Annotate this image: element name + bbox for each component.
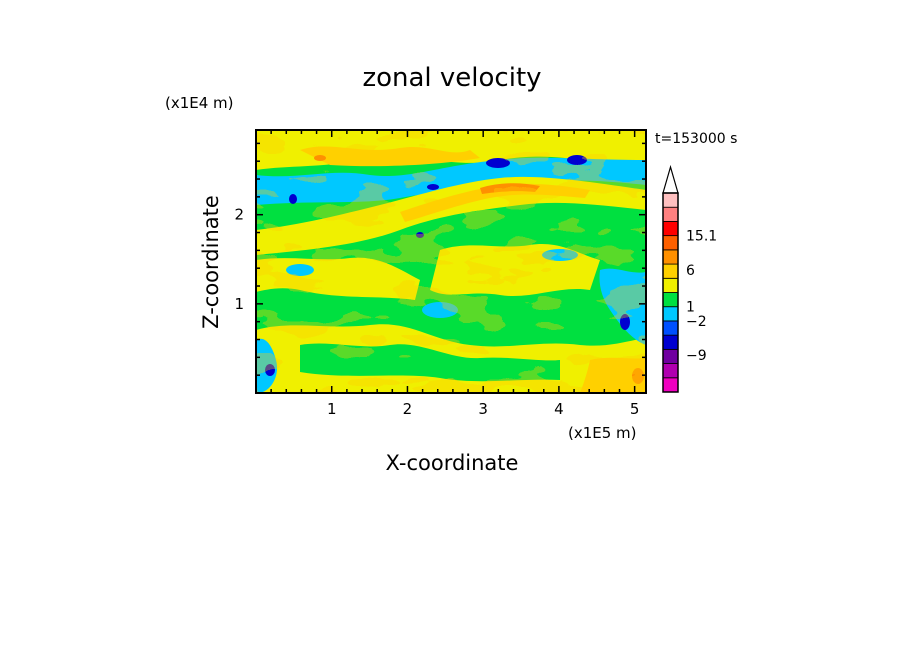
colorbar-label: 1 [686, 300, 695, 316]
colorbar-swatch [662, 277, 679, 293]
colorbar-frame [662, 192, 679, 393]
colorbar-swatch [662, 206, 679, 222]
x-axis: 1 2 3 4 5 [270, 130, 640, 418]
x-tick-label: 2 [403, 400, 413, 418]
colorbar-label: 15.1 [686, 229, 717, 245]
plot-frame [255, 129, 647, 394]
colorbar-label: −9 [686, 348, 707, 364]
colorbar-label: −2 [686, 314, 707, 330]
colorbar-swatch [662, 334, 679, 350]
colorbar: 15.1 6 1−2 −9 [662, 164, 717, 393]
colorbar-swatch [662, 221, 679, 237]
chart-title: zonal velocity [362, 63, 541, 93]
heatmap-field [256, 130, 646, 393]
colorbar-swatch [662, 263, 679, 279]
x-tick-label: 1 [327, 400, 337, 418]
y-tick-label: 2 [234, 206, 244, 224]
colorbar-swatch [662, 320, 679, 336]
y-tick-label: 1 [234, 295, 244, 313]
y-axis: 12 [234, 142, 646, 376]
colorbar-arrow [662, 164, 679, 194]
x-axis-label: X-coordinate [386, 451, 519, 475]
y-unit-label: (x1E4 m) [165, 94, 234, 112]
x-tick-label: 4 [554, 400, 564, 418]
colorbar-swatch [662, 249, 679, 265]
x-tick-label: 5 [630, 400, 640, 418]
colorbar-swatch [662, 363, 679, 379]
y-axis-label: Z-coordinate [199, 195, 223, 329]
noise-texture [256, 130, 646, 393]
colorbar-swatch [662, 377, 679, 393]
colorbar-label: 6 [686, 263, 695, 279]
colorbar-swatch [662, 348, 679, 364]
colorbar-swatch [662, 192, 679, 208]
colorbar-swatch [662, 306, 679, 322]
colorbar-swatch [662, 235, 679, 251]
x-unit-label: (x1E5 m) [568, 424, 637, 442]
colorbar-swatch [662, 292, 679, 308]
time-label: t=153000 s [655, 131, 737, 147]
x-tick-label: 3 [478, 400, 488, 418]
